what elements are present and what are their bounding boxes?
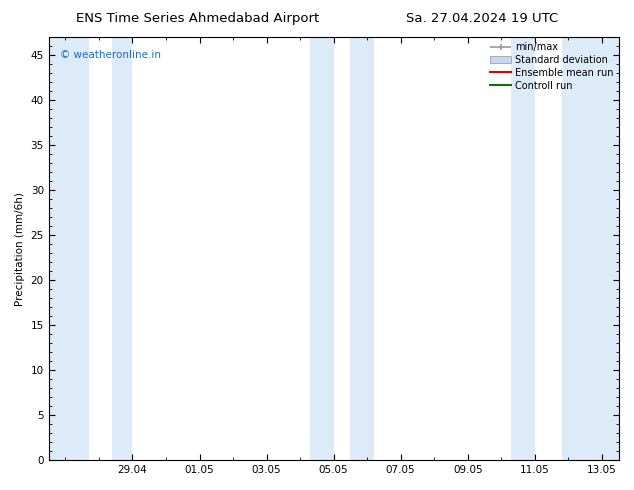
- Bar: [49, 37, 89, 460]
- Bar: [562, 37, 619, 460]
- Text: Sa. 27.04.2024 19 UTC: Sa. 27.04.2024 19 UTC: [406, 12, 558, 25]
- Bar: [112, 37, 133, 460]
- Text: © weatheronline.in: © weatheronline.in: [60, 50, 161, 60]
- Bar: [351, 37, 374, 460]
- Legend: min/max, Standard deviation, Ensemble mean run, Controll run: min/max, Standard deviation, Ensemble me…: [488, 40, 616, 93]
- Y-axis label: Precipitation (mm/6h): Precipitation (mm/6h): [15, 192, 25, 306]
- Bar: [310, 37, 333, 460]
- Bar: [511, 37, 534, 460]
- Text: ENS Time Series Ahmedabad Airport: ENS Time Series Ahmedabad Airport: [76, 12, 320, 25]
